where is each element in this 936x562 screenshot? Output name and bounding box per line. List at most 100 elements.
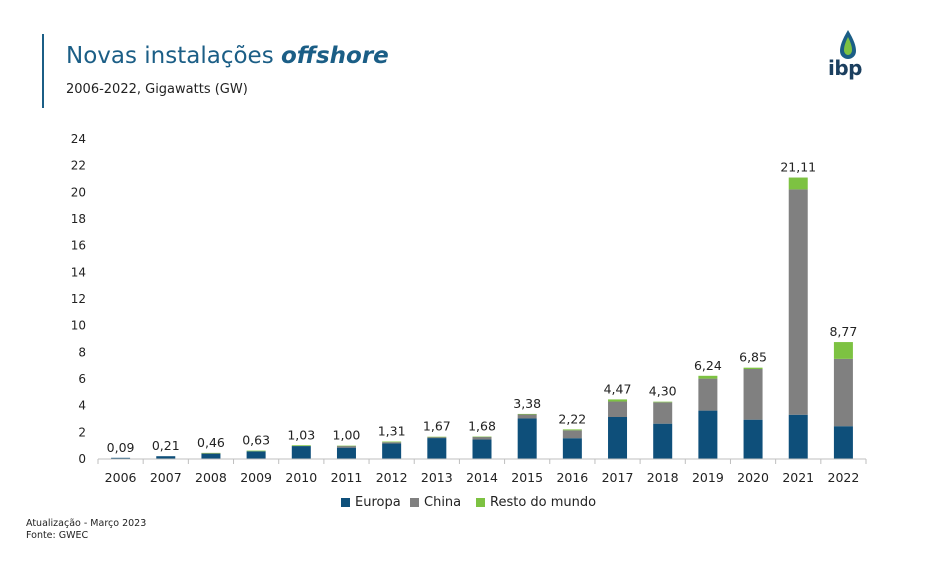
bar-segment-china bbox=[382, 442, 402, 444]
bar-segment-europa bbox=[111, 457, 131, 459]
bar-segment-europa bbox=[472, 439, 492, 459]
y-tick-label: 4 bbox=[78, 399, 86, 413]
x-tick-label: 2012 bbox=[376, 470, 408, 485]
total-label: 6,24 bbox=[694, 358, 722, 373]
bar-segment-china bbox=[472, 436, 492, 440]
total-label: 1,00 bbox=[333, 428, 361, 443]
page-subtitle: 2006-2022, Gigawatts (GW) bbox=[66, 82, 248, 97]
legend-label: Resto do mundo bbox=[490, 495, 597, 510]
total-label: 0,63 bbox=[242, 433, 270, 448]
total-label: 2,22 bbox=[558, 411, 586, 426]
x-tick-label: 2014 bbox=[466, 470, 498, 485]
bar-segment-china bbox=[698, 378, 718, 411]
bar-segment-europa bbox=[788, 414, 808, 459]
bar-segment-europa bbox=[743, 419, 763, 459]
legend-label: China bbox=[424, 495, 462, 510]
bar-segment-resto-do-mundo bbox=[698, 375, 718, 379]
bar-segment-china bbox=[743, 369, 763, 420]
bar-segment-resto-do-mundo bbox=[291, 445, 311, 447]
legend-swatch bbox=[410, 498, 419, 507]
legend-item: Resto do mundo bbox=[476, 495, 596, 510]
bar-segment-china bbox=[517, 414, 537, 419]
x-tick-label: 2022 bbox=[828, 470, 860, 485]
x-tick-label: 2006 bbox=[105, 470, 137, 485]
logo-text: ibp bbox=[828, 56, 863, 80]
footer-source: Fonte: GWEC bbox=[26, 530, 89, 541]
bar-segment-resto-do-mundo bbox=[246, 450, 266, 452]
bar-segment-china bbox=[608, 401, 628, 417]
y-tick-label: 18 bbox=[71, 212, 86, 226]
ibp-logo-icon bbox=[840, 30, 856, 59]
bar-segment-resto-do-mundo bbox=[472, 436, 492, 438]
x-tick-label: 2011 bbox=[331, 470, 363, 485]
y-tick-label: 20 bbox=[71, 185, 86, 199]
y-tick-label: 16 bbox=[71, 239, 86, 253]
total-label: 4,30 bbox=[649, 384, 677, 399]
x-tick-label: 2013 bbox=[421, 470, 453, 485]
bar-segment-china bbox=[788, 189, 808, 415]
chart-bars bbox=[111, 177, 853, 459]
total-label: 0,09 bbox=[107, 440, 135, 455]
x-tick-label: 2016 bbox=[556, 470, 588, 485]
x-tick-label: 2008 bbox=[195, 470, 227, 485]
bar-segment-china bbox=[201, 453, 221, 454]
total-label: 6,85 bbox=[739, 350, 767, 365]
x-tick-label: 2007 bbox=[150, 470, 182, 485]
legend-swatch bbox=[476, 498, 485, 507]
bar-segment-europa bbox=[653, 423, 673, 459]
x-tick-label: 2019 bbox=[692, 470, 724, 485]
y-tick-label: 22 bbox=[71, 159, 86, 173]
bar-segment-china bbox=[653, 402, 673, 424]
bar-segment-resto-do-mundo bbox=[743, 367, 763, 369]
total-label: 1,68 bbox=[468, 419, 496, 434]
bar-segment-resto-do-mundo bbox=[788, 177, 808, 190]
bar-segment-europa bbox=[698, 410, 718, 459]
y-tick-label: 24 bbox=[71, 132, 86, 146]
total-label: 1,31 bbox=[378, 424, 406, 439]
total-label: 0,21 bbox=[152, 438, 180, 453]
x-tick-label: 2009 bbox=[240, 470, 272, 485]
x-axis: 2006 2007 2008 2009 2010 2011 2012 2013 2014 2015… bbox=[97, 458, 867, 485]
bar-segment-resto-do-mundo bbox=[201, 452, 221, 454]
y-tick-label: 12 bbox=[71, 292, 86, 306]
bar-segment-resto-do-mundo bbox=[653, 401, 673, 403]
bar-segment-europa bbox=[336, 447, 356, 459]
bar-segment-resto-do-mundo bbox=[517, 413, 537, 415]
x-tick-label: 2010 bbox=[285, 470, 317, 485]
bar-segment-europa bbox=[201, 453, 221, 459]
total-label: 3,38 bbox=[513, 396, 541, 411]
total-label: 4,47 bbox=[604, 381, 632, 396]
total-label: 21,11 bbox=[780, 160, 816, 175]
y-tick-label: 2 bbox=[78, 425, 86, 439]
page-title: Novas instalações offshore bbox=[66, 43, 389, 69]
bar-segment-europa bbox=[291, 446, 311, 459]
bar-segment-resto-do-mundo bbox=[382, 441, 402, 443]
legend-swatch bbox=[341, 498, 350, 507]
legend-label: Europa bbox=[355, 495, 401, 510]
bar-segment-resto-do-mundo bbox=[562, 429, 582, 431]
bar-segment-europa bbox=[246, 451, 266, 459]
total-label: 0,46 bbox=[197, 435, 225, 450]
bar-segment-resto-do-mundo bbox=[336, 445, 356, 447]
bar-segment-europa bbox=[517, 418, 537, 459]
x-tick-label: 2021 bbox=[782, 470, 814, 485]
bar-segment-china bbox=[427, 437, 447, 439]
bar-segment-china bbox=[562, 430, 582, 439]
bar-segment-europa bbox=[608, 417, 628, 459]
y-tick-label: 8 bbox=[78, 345, 86, 359]
x-tick-label: 2020 bbox=[737, 470, 769, 485]
title-main: Novas instalações bbox=[66, 43, 281, 69]
bar-segment-europa bbox=[427, 438, 447, 459]
bar-segment-resto-do-mundo bbox=[833, 342, 853, 359]
total-label: 1,03 bbox=[287, 427, 315, 442]
x-tick-label: 2018 bbox=[647, 470, 679, 485]
bar-segment-resto-do-mundo bbox=[427, 436, 447, 438]
title-emphasis: offshore bbox=[281, 43, 389, 69]
x-tick-label: 2015 bbox=[511, 470, 543, 485]
bar-segment-europa bbox=[382, 443, 402, 459]
y-tick-label: 14 bbox=[71, 265, 86, 279]
total-label: 1,67 bbox=[423, 419, 451, 434]
title-accent-bar bbox=[42, 34, 44, 108]
footer-update: Atualização - Março 2023 bbox=[26, 518, 147, 529]
